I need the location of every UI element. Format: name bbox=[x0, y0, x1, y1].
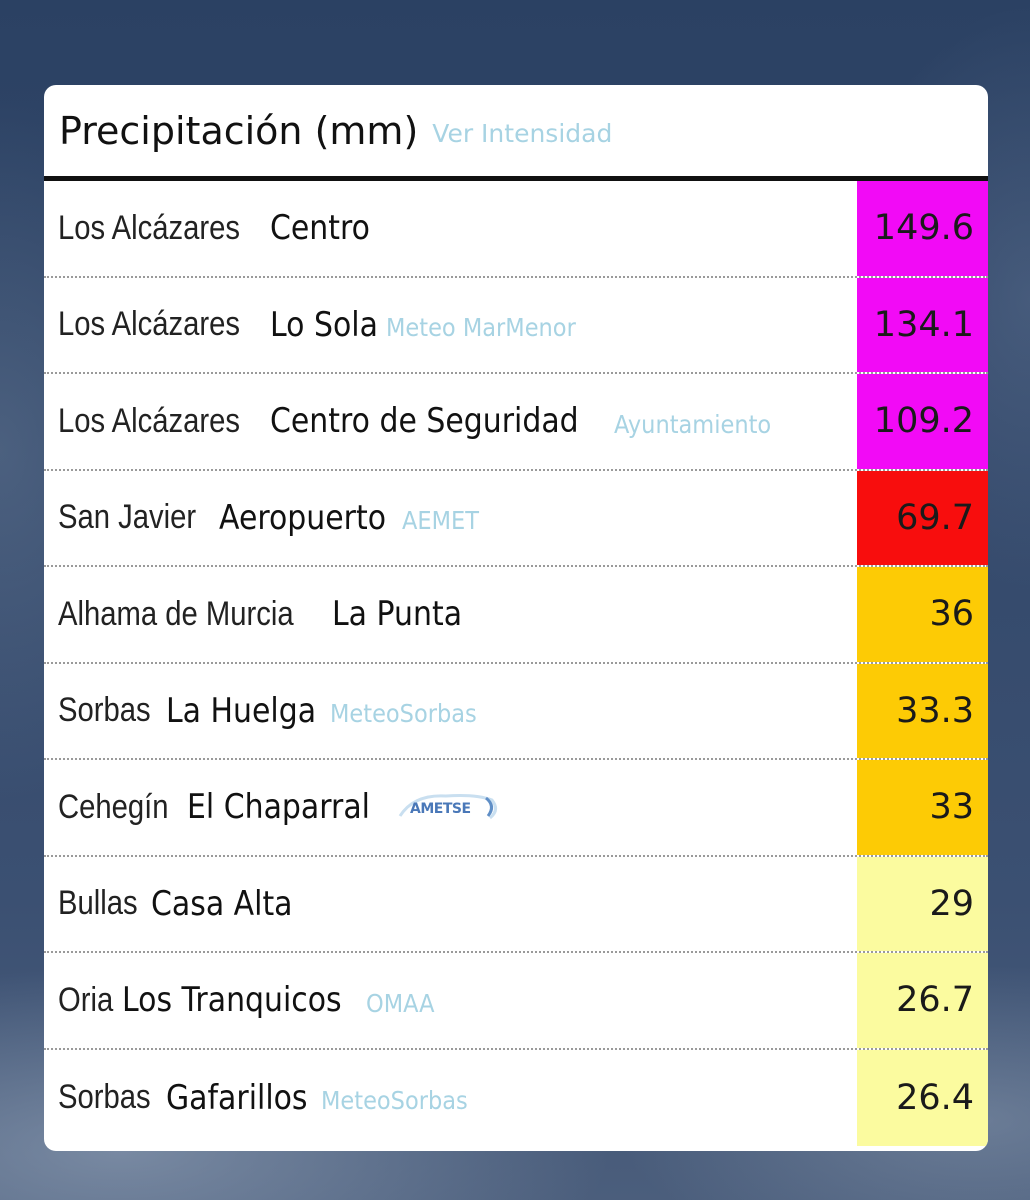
station-name: Casa Alta bbox=[150, 883, 293, 924]
municipality-name: Los Alcázares bbox=[58, 305, 241, 344]
station-name: Centro de Seguridad bbox=[269, 401, 579, 442]
station-label: Los Alcázares Centro bbox=[44, 181, 857, 276]
station-name: La Huelga bbox=[165, 690, 316, 731]
precipitation-value: 33.3 bbox=[857, 663, 988, 758]
source-link[interactable]: MeteoSorbas bbox=[320, 1086, 468, 1116]
station-row[interactable]: Oria Los Tranquicos OMAA 26.7 bbox=[44, 953, 988, 1050]
source-link[interactable]: Meteo MarMenor bbox=[386, 313, 577, 343]
ver-intensidad-link[interactable]: Ver Intensidad bbox=[432, 119, 613, 148]
ametse-logo-icon[interactable]: AMETSE bbox=[396, 786, 500, 831]
precipitation-value: 36 bbox=[857, 567, 988, 662]
source-link[interactable]: OMAA bbox=[365, 988, 435, 1018]
source-link[interactable]: AEMET bbox=[402, 506, 480, 536]
station-name: Lo Sola bbox=[269, 304, 378, 345]
station-row[interactable]: Bullas Casa Alta 29 bbox=[44, 856, 988, 953]
municipality-name: Los Alcázares bbox=[58, 208, 241, 247]
station-label: San Javier Aeropuerto AEMET bbox=[44, 471, 857, 566]
source-link[interactable]: Ayuntamiento bbox=[614, 409, 772, 439]
municipality-name: Sorbas bbox=[58, 1078, 151, 1117]
station-label: Bullas Casa Alta bbox=[44, 857, 857, 952]
station-label: Sorbas Gafarillos MeteoSorbas bbox=[44, 1050, 857, 1147]
station-name: Aeropuerto bbox=[218, 497, 386, 538]
municipality-name: San Javier bbox=[58, 498, 197, 537]
station-list: Los Alcázares Centro 149.6 Los Alcázares… bbox=[44, 181, 988, 1146]
card-header: Precipitación (mm) Ver Intensidad bbox=[44, 85, 988, 181]
precipitation-value: 69.7 bbox=[857, 470, 988, 565]
precipitation-value: 33 bbox=[857, 760, 988, 855]
precipitation-value: 109.2 bbox=[857, 374, 988, 469]
station-label: Los Alcázares Centro de Seguridad Ayunta… bbox=[44, 374, 857, 469]
precipitation-value: 149.6 bbox=[857, 181, 988, 276]
station-row[interactable]: Los Alcázares Centro de Seguridad Ayunta… bbox=[44, 374, 988, 471]
station-label: Oria Los Tranquicos OMAA bbox=[44, 953, 857, 1048]
page-title: Precipitación (mm) bbox=[59, 108, 419, 153]
station-row[interactable]: Cehegín El Chaparral AMETSE 33 bbox=[44, 760, 988, 857]
municipality-name: Bullas bbox=[58, 884, 138, 923]
municipality-name: Sorbas bbox=[58, 691, 151, 730]
station-name: La Punta bbox=[332, 594, 463, 635]
precipitation-value: 29 bbox=[857, 856, 988, 951]
station-row[interactable]: Sorbas La Huelga MeteoSorbas 33.3 bbox=[44, 663, 988, 760]
municipality-name: Oria bbox=[58, 980, 114, 1019]
station-label: Los Alcázares Lo Sola Meteo MarMenor bbox=[44, 278, 857, 373]
precipitation-value: 134.1 bbox=[857, 277, 988, 372]
station-name: Gafarillos bbox=[165, 1077, 308, 1118]
svg-text:AMETSE: AMETSE bbox=[410, 801, 471, 817]
station-label: Cehegín El Chaparral AMETSE bbox=[44, 760, 857, 855]
station-name: El Chaparral bbox=[186, 787, 370, 828]
precipitation-value: 26.7 bbox=[857, 953, 988, 1048]
station-row[interactable]: Alhama de Murcia La Punta 36 bbox=[44, 567, 988, 664]
precipitation-card: Precipitación (mm) Ver Intensidad Los Al… bbox=[44, 85, 988, 1151]
source-link[interactable]: MeteoSorbas bbox=[330, 699, 478, 729]
municipality-name: Alhama de Murcia bbox=[58, 594, 294, 633]
station-row[interactable]: San Javier Aeropuerto AEMET 69.7 bbox=[44, 470, 988, 567]
station-row[interactable]: Sorbas Gafarillos MeteoSorbas 26.4 bbox=[44, 1049, 988, 1147]
station-row[interactable]: Los Alcázares Lo Sola Meteo MarMenor 134… bbox=[44, 277, 988, 374]
municipality-name: Los Alcázares bbox=[58, 401, 241, 440]
municipality-name: Cehegín bbox=[58, 787, 169, 826]
station-label: Alhama de Murcia La Punta bbox=[44, 567, 857, 662]
precipitation-value: 26.4 bbox=[857, 1049, 988, 1146]
station-name: Los Tranquicos bbox=[122, 980, 342, 1021]
station-label: Sorbas La Huelga MeteoSorbas bbox=[44, 664, 857, 759]
station-name: Centro bbox=[269, 208, 370, 249]
station-row[interactable]: Los Alcázares Centro 149.6 bbox=[44, 181, 988, 278]
